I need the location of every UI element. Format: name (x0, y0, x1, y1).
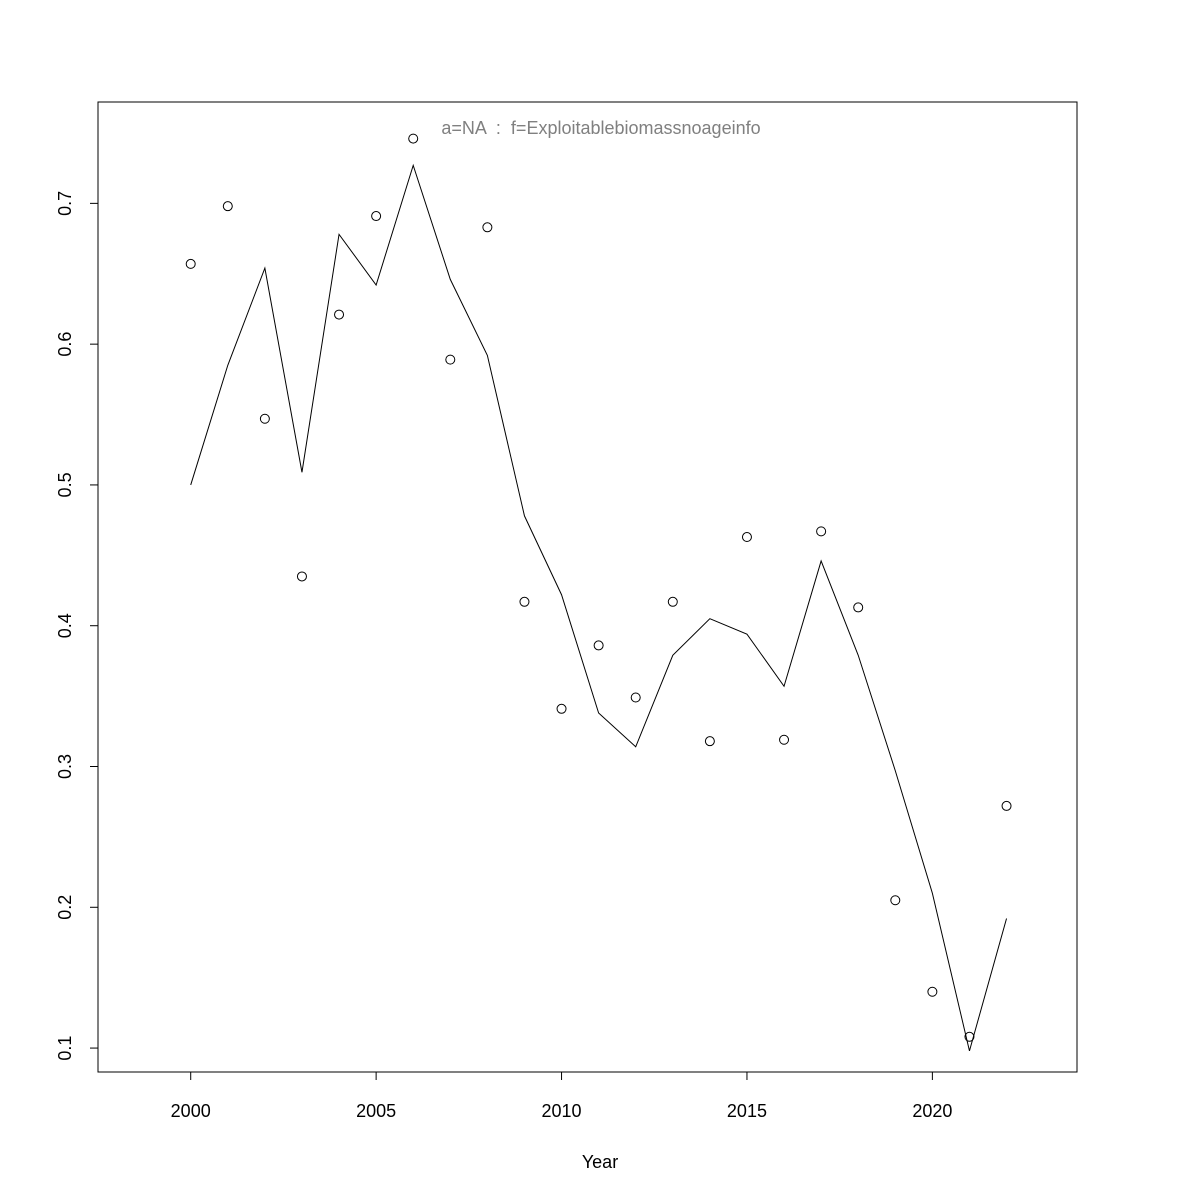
data-point (482, 222, 493, 233)
data-point (519, 596, 530, 607)
y-tick-label: 0.3 (55, 754, 75, 779)
y-tick-label: 0.7 (55, 191, 75, 216)
data-point (890, 895, 901, 906)
y-tick-label: 0.4 (55, 613, 75, 638)
chart-title: a=NA : f=Exploitablebiomassnoageinfo (441, 118, 760, 138)
data-point (334, 309, 345, 320)
x-tick-label: 2015 (727, 1101, 767, 1121)
data-point (371, 211, 382, 222)
observed-points-series (185, 133, 1012, 1042)
data-point (408, 133, 419, 144)
data-point (816, 526, 827, 537)
x-axis-label: Year (582, 1152, 618, 1172)
x-tick-label: 2000 (171, 1101, 211, 1121)
data-point (556, 703, 567, 714)
data-point (853, 602, 864, 613)
fitted-line-series (190, 163, 1008, 1052)
data-point (296, 571, 307, 582)
x-tick-label: 2020 (912, 1101, 952, 1121)
data-point (445, 354, 456, 365)
y-tick-label: 0.6 (55, 332, 75, 357)
x-axis: 2000 2005 2010 2015 2020 (171, 1071, 952, 1121)
data-point (259, 413, 270, 424)
x-tick-label: 2005 (356, 1101, 396, 1121)
plot-frame (97, 101, 1078, 1073)
data-point (630, 692, 641, 703)
y-tick-label: 0.5 (55, 472, 75, 497)
fitted-line (190, 163, 1008, 1052)
y-axis: 0.1 0.2 0.3 0.4 0.5 0.6 0.7 (55, 191, 99, 1061)
data-point (1001, 800, 1012, 811)
y-tick-label: 0.1 (55, 1036, 75, 1061)
x-tick-label: 2010 (542, 1101, 582, 1121)
y-tick-label: 0.2 (55, 895, 75, 920)
data-point (741, 532, 752, 543)
data-point (927, 986, 938, 997)
data-point (593, 640, 604, 651)
data-point (222, 201, 233, 212)
data-point (964, 1031, 975, 1042)
data-point (185, 258, 196, 269)
data-point (779, 734, 790, 745)
data-point (704, 736, 715, 747)
data-point (667, 596, 678, 607)
